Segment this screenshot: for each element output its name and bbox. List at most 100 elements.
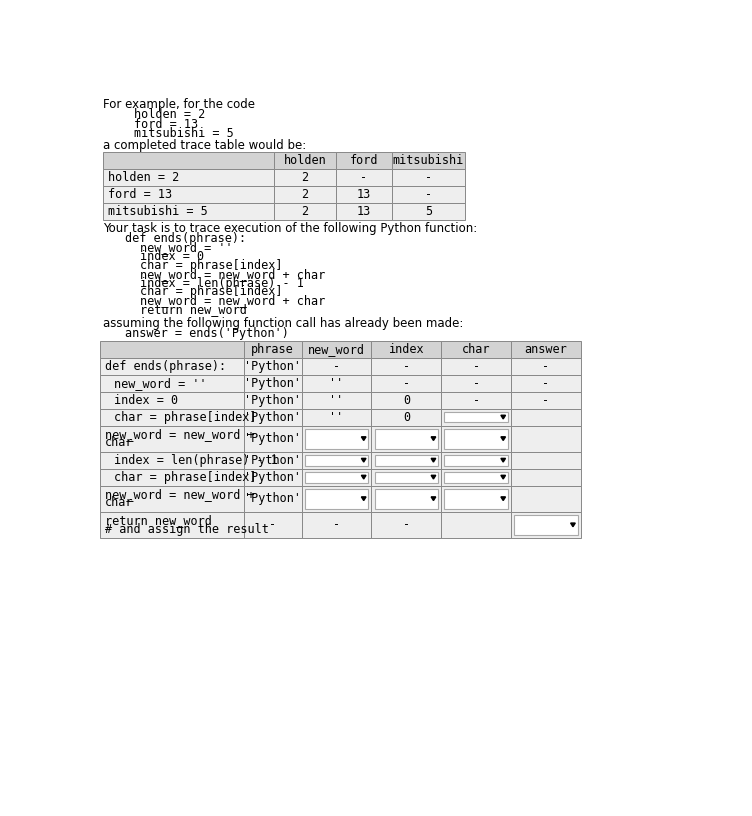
Bar bbox=[444, 489, 508, 508]
Text: # and assign the result: # and assign the result bbox=[105, 522, 268, 535]
Bar bbox=[100, 357, 244, 375]
Text: index = len(phrase) - 1: index = len(phrase) - 1 bbox=[114, 454, 278, 467]
Polygon shape bbox=[362, 497, 366, 500]
Text: -: - bbox=[425, 188, 432, 201]
Text: -: - bbox=[269, 518, 276, 531]
Bar bbox=[392, 169, 465, 186]
Bar bbox=[441, 452, 511, 468]
Bar bbox=[511, 392, 581, 409]
Bar bbox=[274, 169, 336, 186]
Bar bbox=[244, 486, 302, 512]
Text: index = 0: index = 0 bbox=[141, 250, 205, 263]
Bar bbox=[374, 428, 438, 449]
Text: index: index bbox=[389, 343, 424, 356]
Bar bbox=[244, 512, 302, 538]
Text: 0: 0 bbox=[403, 410, 410, 424]
Bar bbox=[511, 512, 581, 538]
Text: -: - bbox=[472, 360, 480, 373]
Bar bbox=[100, 409, 244, 426]
Polygon shape bbox=[431, 459, 435, 462]
Bar bbox=[305, 455, 368, 466]
Text: index = 0: index = 0 bbox=[114, 393, 178, 406]
Bar bbox=[100, 392, 244, 409]
Text: index = len(phrase) - 1: index = len(phrase) - 1 bbox=[141, 277, 305, 290]
Bar bbox=[441, 392, 511, 409]
Text: ford = 13: ford = 13 bbox=[135, 118, 199, 131]
Bar bbox=[511, 357, 581, 375]
Text: def ends(phrase):: def ends(phrase): bbox=[105, 360, 226, 373]
Bar bbox=[302, 375, 371, 392]
Text: ford: ford bbox=[350, 153, 378, 166]
Polygon shape bbox=[501, 415, 505, 419]
Bar bbox=[371, 468, 441, 486]
Bar bbox=[441, 409, 511, 426]
Text: 'Python': 'Python' bbox=[244, 377, 301, 390]
Bar bbox=[244, 426, 302, 452]
Bar bbox=[336, 186, 392, 202]
Text: '': '' bbox=[329, 393, 344, 406]
Bar bbox=[302, 341, 371, 357]
Bar bbox=[441, 357, 511, 375]
Text: char = phrase[index]: char = phrase[index] bbox=[141, 286, 283, 299]
Text: -: - bbox=[542, 393, 550, 406]
Bar bbox=[302, 392, 371, 409]
Text: return new_word: return new_word bbox=[105, 514, 212, 527]
Bar bbox=[371, 341, 441, 357]
Bar bbox=[302, 452, 371, 468]
Bar bbox=[100, 512, 244, 538]
Bar bbox=[100, 341, 244, 357]
Text: char = phrase[index]: char = phrase[index] bbox=[114, 471, 256, 484]
Text: 'Python': 'Python' bbox=[244, 492, 301, 505]
Bar bbox=[441, 512, 511, 538]
Bar bbox=[511, 375, 581, 392]
Bar bbox=[441, 341, 511, 357]
Polygon shape bbox=[362, 475, 366, 479]
Text: 2: 2 bbox=[302, 188, 308, 201]
Polygon shape bbox=[501, 459, 505, 462]
Polygon shape bbox=[362, 437, 366, 441]
Text: 2: 2 bbox=[302, 171, 308, 184]
Bar bbox=[302, 468, 371, 486]
Text: char: char bbox=[105, 496, 133, 509]
Bar bbox=[371, 375, 441, 392]
Text: new_word = new_word + char: new_word = new_word + char bbox=[141, 268, 326, 281]
Bar bbox=[392, 152, 465, 169]
Bar bbox=[371, 452, 441, 468]
Text: 'Python': 'Python' bbox=[244, 471, 301, 484]
Text: -: - bbox=[542, 377, 550, 390]
Bar bbox=[374, 489, 438, 508]
Bar bbox=[444, 428, 508, 449]
Polygon shape bbox=[571, 523, 575, 527]
Bar bbox=[511, 468, 581, 486]
Bar bbox=[441, 426, 511, 452]
Bar bbox=[244, 452, 302, 468]
Text: phrase: phrase bbox=[251, 343, 294, 356]
Text: holden: holden bbox=[284, 153, 326, 166]
Bar bbox=[371, 486, 441, 512]
Bar bbox=[244, 392, 302, 409]
Text: answer = ends('Python'): answer = ends('Python') bbox=[125, 326, 289, 339]
Text: holden = 2: holden = 2 bbox=[108, 171, 179, 184]
Text: For example, for the code: For example, for the code bbox=[103, 98, 255, 111]
Bar bbox=[244, 409, 302, 426]
Text: 2: 2 bbox=[302, 205, 308, 218]
Text: 'Python': 'Python' bbox=[244, 432, 301, 446]
Text: char: char bbox=[105, 437, 133, 450]
Bar bbox=[511, 409, 581, 426]
Polygon shape bbox=[431, 437, 435, 441]
Bar bbox=[511, 486, 581, 512]
Text: mitsubishi: mitsubishi bbox=[393, 153, 464, 166]
Bar bbox=[100, 468, 244, 486]
Bar bbox=[305, 428, 368, 449]
Bar bbox=[302, 486, 371, 512]
Bar bbox=[511, 341, 581, 357]
Bar bbox=[103, 186, 274, 202]
Text: -: - bbox=[542, 360, 550, 373]
Bar bbox=[371, 357, 441, 375]
Text: -: - bbox=[333, 360, 340, 373]
Text: -: - bbox=[472, 377, 480, 390]
Bar bbox=[441, 486, 511, 512]
Bar bbox=[336, 169, 392, 186]
Text: new_word = new_word + char: new_word = new_word + char bbox=[141, 295, 326, 308]
Bar bbox=[444, 412, 508, 423]
